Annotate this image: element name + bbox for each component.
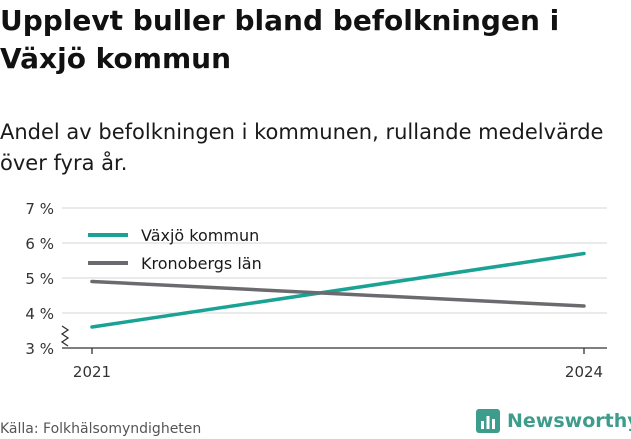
chart-title: Upplevt buller bland befolkningen i Växj… [0,4,560,75]
series-line-v-xj-kommun [90,251,586,329]
legend-swatch [88,261,128,265]
axis-break-icon [60,325,70,347]
line-chart: 3 % 4 % 5 % 6 % 7 % 2021 2024 Växjö kommun Kron… [25,200,607,381]
y-tick-label: 4 % [25,305,54,323]
legend-swatch [88,233,128,237]
legend-label: Växjö kommun [141,226,259,245]
legend-label: Kronobergs län [141,254,262,273]
x-tick-label: 2024 [565,363,603,381]
y-tick-label: 6 % [25,235,54,253]
x-tick-label: 2021 [73,363,111,381]
y-tick-label: 5 % [25,270,54,288]
chart-subtitle: Andel av befolkningen i kommunen, rullan… [0,120,604,175]
series-line-kronobergs-l-n [90,279,586,308]
brand-logo: Newsworthy [476,409,631,433]
brand-name: Newsworthy [507,410,631,432]
grid-lines [62,207,607,314]
y-tick-label: 7 % [25,200,54,218]
source-note: Källa: Folkhälsomyndigheten [0,421,202,437]
y-tick-label: 3 % [25,340,54,358]
series-lines [90,251,586,329]
axes: 3 % 4 % 5 % 6 % 7 % 2021 2024 [25,200,607,381]
legend: Växjö kommun Kronobergs län [88,226,262,273]
bar-chart-icon [476,409,500,433]
